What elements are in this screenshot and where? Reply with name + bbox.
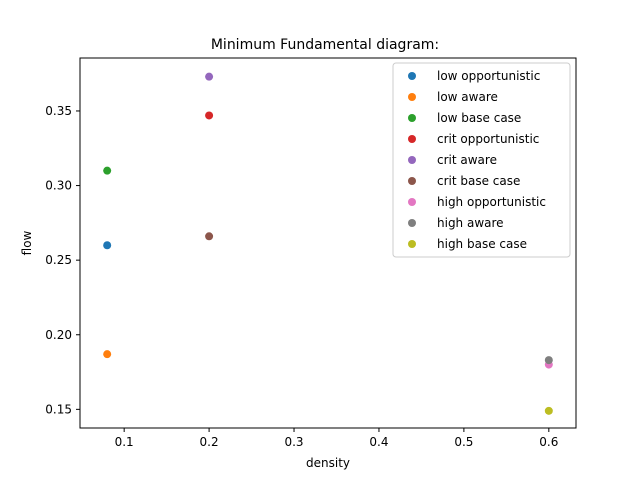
y-tick-label: 0.20 [45,328,72,342]
x-axis-ticks: 0.1 0.2 0.3 0.4 0.5 0.6 [115,428,558,449]
y-tick-label: 0.30 [45,179,72,193]
data-point [103,166,112,175]
legend-label: high opportunistic [437,195,546,209]
data-point [544,356,553,365]
legend-label: low opportunistic [437,69,540,83]
x-tick-label: 0.6 [539,435,558,449]
y-axis-ticks: 0.15 0.20 0.25 0.30 0.35 [45,104,80,416]
legend-label: low base case [437,111,521,125]
chart-title: Minimum Fundamental diagram: [211,37,439,53]
x-tick-label: 0.5 [454,435,473,449]
legend-label: high base case [437,237,527,251]
legend-marker [408,198,416,206]
legend-marker [408,135,416,143]
legend-marker [408,93,416,101]
data-point [544,406,553,415]
legend-box [392,62,571,258]
x-tick-label: 0.4 [369,435,388,449]
data-point [103,241,112,250]
legend-label: crit aware [437,153,497,167]
legend-marker [408,114,416,122]
legend-label: high aware [437,216,504,230]
x-axis-label: density [306,456,350,470]
legend: low opportunistic low aware low base case c… [392,62,571,258]
x-tick-label: 0.1 [115,435,134,449]
legend-marker [408,219,416,227]
y-tick-label: 0.15 [45,402,72,416]
x-tick-label: 0.3 [284,435,303,449]
data-point [103,350,112,359]
legend-label: low aware [437,90,498,104]
legend-label: crit opportunistic [437,132,539,146]
legend-marker [408,72,416,80]
y-tick-label: 0.35 [45,104,72,118]
y-axis-label: flow [20,230,34,255]
data-point [205,72,214,81]
legend-marker [408,240,416,248]
y-tick-label: 0.25 [45,253,72,267]
legend-marker [408,177,416,185]
data-point [205,232,214,241]
x-tick-label: 0.2 [200,435,219,449]
data-point [205,111,214,120]
plot-frame [79,57,577,429]
data-points [103,72,553,415]
legend-label: crit base case [437,174,520,188]
legend-marker [408,156,416,164]
